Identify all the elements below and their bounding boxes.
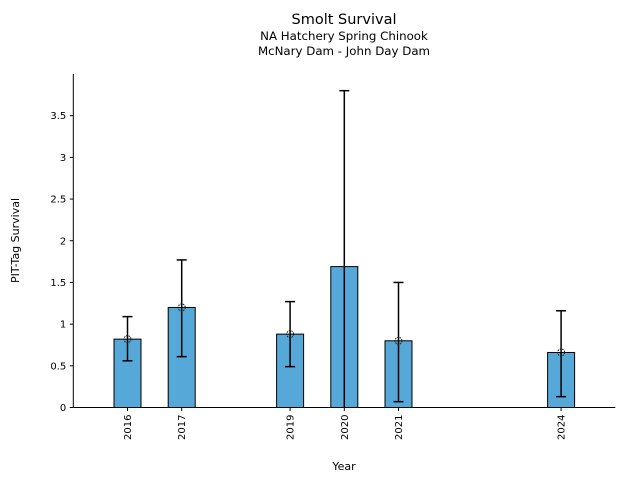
x-tick-label-2020: 2020 bbox=[340, 415, 351, 440]
x-tick-label-2021: 2021 bbox=[394, 415, 405, 440]
y-tick-label-0.5: 0.5 bbox=[50, 361, 66, 372]
point-marker-2024 bbox=[557, 348, 566, 357]
y-tick-label-0: 0 bbox=[60, 403, 66, 414]
point-marker-2016 bbox=[123, 335, 132, 344]
chart-title: Smolt Survival bbox=[292, 12, 397, 28]
x-tick-label-2019: 2019 bbox=[286, 415, 297, 440]
x-axis-label: Year bbox=[331, 460, 356, 473]
point-marker-2021 bbox=[394, 336, 403, 345]
y-tick-label-2.5: 2.5 bbox=[50, 195, 66, 206]
y-tick-label-3.5: 3.5 bbox=[50, 111, 66, 122]
x-tick-label-2024: 2024 bbox=[557, 415, 568, 440]
x-tick-label-2017: 2017 bbox=[177, 415, 188, 440]
point-marker-2017 bbox=[177, 303, 186, 312]
y-axis-label: PIT-Tag Survival bbox=[9, 198, 22, 283]
plot-area: 0 0.5 1 1.5 2 2.5 3 3.5 2016 2017 2019 2020 2021 2024 bbox=[50, 74, 616, 440]
chart-subtitle-line2: McNary Dam - John Day Dam bbox=[258, 44, 430, 58]
y-tick-label-3: 3 bbox=[60, 153, 66, 164]
chart-subtitle-line1: NA Hatchery Spring Chinook bbox=[260, 29, 428, 43]
y-tick-label-1: 1 bbox=[60, 320, 66, 331]
point-marker-2019 bbox=[286, 330, 295, 339]
y-tick-label-1.5: 1.5 bbox=[50, 278, 66, 289]
x-tick-label-2016: 2016 bbox=[123, 415, 134, 440]
y-tick-label-2: 2 bbox=[60, 236, 66, 247]
